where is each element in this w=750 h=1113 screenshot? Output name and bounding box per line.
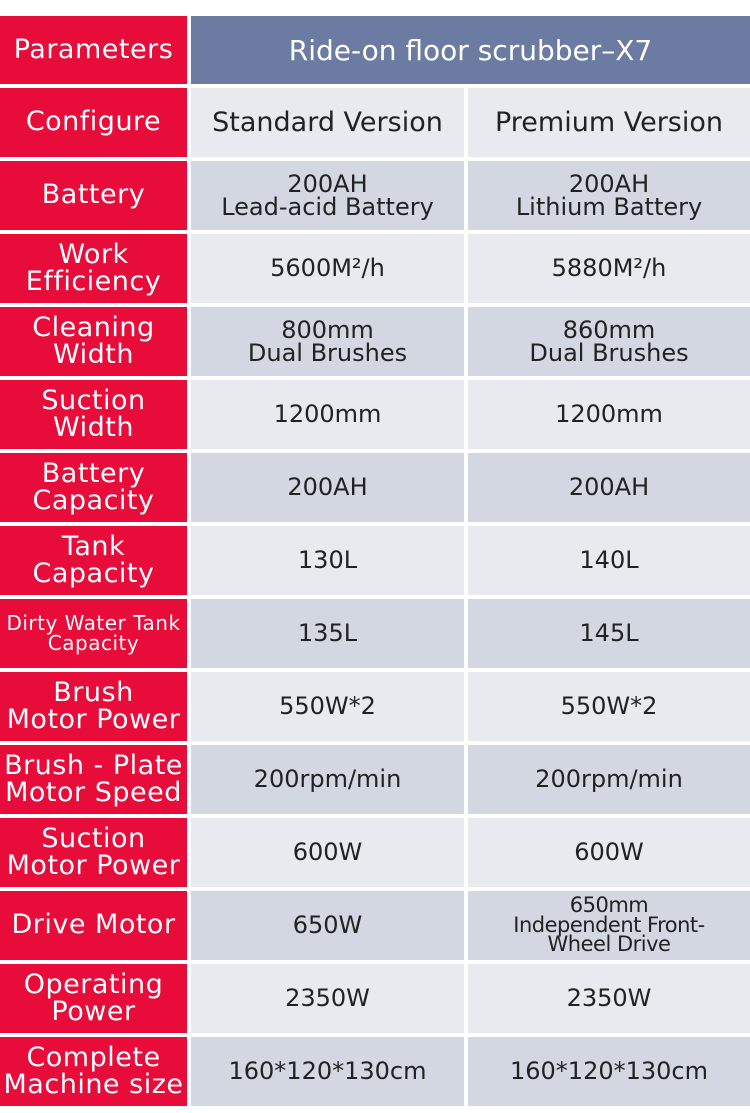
standard-version-value: 200AH: [191, 453, 464, 522]
premium-version-value: 550W*2: [468, 672, 750, 741]
standard-version-value: 800mm Dual Brushes: [191, 307, 464, 376]
parameter-label: Configure: [0, 88, 187, 157]
premium-version-value: 140L: [468, 526, 750, 595]
standard-version-value: 5600M²/h: [191, 234, 464, 303]
standard-version-value: 160*120*130cm: [191, 1037, 464, 1106]
premium-version-value: 650mm Independent Front- Wheel Drive: [468, 891, 750, 960]
standard-version-value: 2350W: [191, 964, 464, 1033]
premium-version-value: 200AH Lithium Battery: [468, 161, 750, 230]
table-row: Brush - Plate Motor Speed 200rpm/min 200rp…: [0, 745, 750, 814]
parameter-label: Dirty Water Tank Capacity: [0, 599, 187, 668]
table-row: Configure Standard Version Premium Version: [0, 88, 750, 157]
table-row: Complete Machine size 160*120*130cm 160*12…: [0, 1037, 750, 1106]
table-row: Dirty Water Tank Capacity 135L 145L: [0, 599, 750, 668]
parameter-label: Suction Width: [0, 380, 187, 449]
premium-version-value: Premium Version: [468, 88, 750, 157]
parameter-label: Cleaning Width: [0, 307, 187, 376]
parameter-label: Drive Motor: [0, 891, 187, 960]
premium-version-value: 1200mm: [468, 380, 750, 449]
spec-table: Parameters Ride-on floor scrubber–X7 Con…: [0, 16, 750, 1110]
table-row: Drive Motor 650W 650mm Independent Front- …: [0, 891, 750, 960]
table-row: Suction Motor Power 600W 600W: [0, 818, 750, 887]
premium-version-value: 200AH: [468, 453, 750, 522]
parameter-label: Suction Motor Power: [0, 818, 187, 887]
standard-version-value: 135L: [191, 599, 464, 668]
parameter-label: Operating Power: [0, 964, 187, 1033]
parameter-label: Brush - Plate Motor Speed: [0, 745, 187, 814]
table-row: Work Efficiency 5600M²/h 5880M²/h: [0, 234, 750, 303]
header-row: Parameters Ride-on floor scrubber–X7: [0, 16, 750, 84]
standard-version-value: 550W*2: [191, 672, 464, 741]
standard-version-value: Standard Version: [191, 88, 464, 157]
parameter-label: Battery Capacity: [0, 453, 187, 522]
table-row: Suction Width 1200mm 1200mm: [0, 380, 750, 449]
premium-version-value: 5880M²/h: [468, 234, 750, 303]
premium-version-value: 200rpm/min: [468, 745, 750, 814]
premium-version-value: 860mm Dual Brushes: [468, 307, 750, 376]
standard-version-value: 600W: [191, 818, 464, 887]
product-title: Ride-on floor scrubber–X7: [191, 16, 750, 84]
premium-version-value: 2350W: [468, 964, 750, 1033]
premium-version-value: 145L: [468, 599, 750, 668]
parameter-label: Work Efficiency: [0, 234, 187, 303]
parameter-label: Brush Motor Power: [0, 672, 187, 741]
standard-version-value: 200rpm/min: [191, 745, 464, 814]
premium-version-value: 160*120*130cm: [468, 1037, 750, 1106]
table-row: Brush Motor Power 550W*2 550W*2: [0, 672, 750, 741]
premium-version-value: 600W: [468, 818, 750, 887]
parameters-header: Parameters: [0, 16, 187, 84]
table-row: Battery Capacity 200AH 200AH: [0, 453, 750, 522]
parameter-label: Tank Capacity: [0, 526, 187, 595]
table-row: Tank Capacity 130L 140L: [0, 526, 750, 595]
table-row: Battery 200AH Lead-acid Battery 200AH Lith…: [0, 161, 750, 230]
standard-version-value: 200AH Lead-acid Battery: [191, 161, 464, 230]
parameter-label: Battery: [0, 161, 187, 230]
table-row: Operating Power 2350W 2350W: [0, 964, 750, 1033]
standard-version-value: 650W: [191, 891, 464, 960]
parameter-label: Complete Machine size: [0, 1037, 187, 1106]
table-row: Cleaning Width 800mm Dual Brushes 860mm Du…: [0, 307, 750, 376]
standard-version-value: 130L: [191, 526, 464, 595]
standard-version-value: 1200mm: [191, 380, 464, 449]
